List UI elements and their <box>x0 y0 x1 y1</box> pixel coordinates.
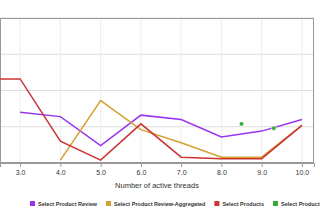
x-tick: 9.0 <box>257 163 267 176</box>
x-tick: 10.0 <box>296 163 310 176</box>
series-point <box>239 122 243 126</box>
grid-line <box>221 18 222 163</box>
x-tick-mark <box>20 163 21 167</box>
series-line <box>0 79 302 160</box>
x-axis-title: Number of active threads <box>115 181 199 190</box>
legend-item: Select Product Review <box>30 201 98 207</box>
legend: Select Product Review Select Product Revi… <box>30 201 320 207</box>
legend-item: Select Products <box>214 201 264 207</box>
x-tick-label: 6.0 <box>137 169 147 176</box>
series-line <box>60 101 302 160</box>
x-tick-mark <box>60 163 61 167</box>
x-tick-label: 7.0 <box>177 169 187 176</box>
x-tick-mark <box>221 163 222 167</box>
y-axis <box>0 19 1 164</box>
grid-line <box>100 18 101 163</box>
plot-frame <box>1 19 314 163</box>
series-point <box>272 126 276 130</box>
x-tick: 8.0 <box>217 163 227 176</box>
legend-label: Select Products <box>222 201 264 207</box>
x-tick-mark <box>141 163 142 167</box>
x-tick: 7.0 <box>177 163 187 176</box>
x-tick-label: 8.0 <box>217 169 227 176</box>
x-tick-label: 5.0 <box>96 169 106 176</box>
chart: 3.0 4.0 5.0 6.0 7.0 8.0 9.0 10.0 Number of activ… <box>0 0 320 214</box>
legend-item: Select Products-Aggregated <box>273 201 320 207</box>
grid-line <box>20 18 21 163</box>
grid-line <box>181 18 182 163</box>
x-tick: 3.0 <box>16 163 26 176</box>
grid-line <box>301 18 302 163</box>
legend-item: Select Product Review-Aggregated <box>106 201 205 207</box>
grid-line <box>0 126 314 127</box>
x-tick-mark <box>101 163 102 167</box>
legend-swatch <box>30 201 35 206</box>
x-tick-mark <box>181 163 182 167</box>
legend-label: Select Product Review-Aggregated <box>114 201 205 207</box>
grid-line <box>0 54 314 55</box>
x-axis-line <box>1 164 315 168</box>
y-axis-line <box>0 19 1 164</box>
legend-swatch <box>106 201 111 206</box>
grid-line <box>261 18 262 163</box>
x-tick: 6.0 <box>137 163 147 176</box>
legend-label: Select Product Review <box>38 201 98 207</box>
x-tick: 5.0 <box>96 163 106 176</box>
x-tick-label: 4.0 <box>56 169 66 176</box>
x-tick-mark <box>302 163 303 167</box>
x-tick-label: 9.0 <box>257 169 267 176</box>
grid-line <box>0 90 314 91</box>
plot-area <box>0 79 302 160</box>
x-tick-label: 10.0 <box>296 169 310 176</box>
x-tick: 4.0 <box>56 163 66 176</box>
legend-swatch <box>214 201 219 206</box>
x-tick-label: 3.0 <box>16 169 26 176</box>
x-axis: 3.0 4.0 5.0 6.0 7.0 8.0 9.0 10.0 <box>1 163 315 176</box>
legend-label: Select Products-Aggregated <box>281 201 320 207</box>
legend-swatch <box>273 201 278 206</box>
x-tick-mark <box>262 163 263 167</box>
grid <box>0 18 314 163</box>
grid-line <box>140 18 141 163</box>
